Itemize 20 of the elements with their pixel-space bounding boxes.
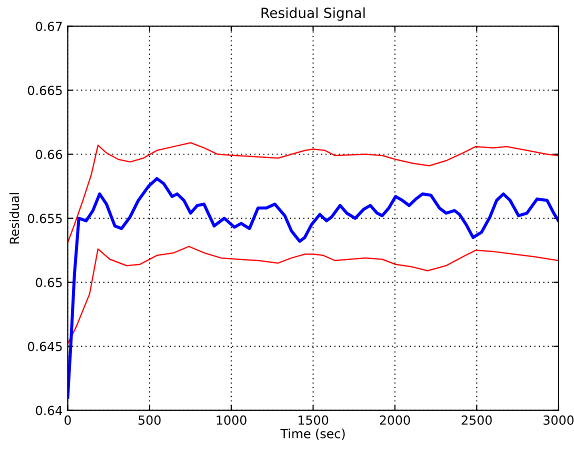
y-tick-label: 0.66	[36, 150, 62, 160]
y-tick-label: 0.64	[36, 406, 62, 416]
x-tick-label: 500	[138, 415, 161, 425]
x-tick-label: 2500	[462, 415, 492, 425]
chart-title: Residual Signal	[262, 7, 365, 21]
line-series	[68, 142, 558, 244]
y-tick-label: 0.65	[36, 278, 62, 288]
line-series	[68, 246, 558, 344]
x-tick-label: 1000	[216, 415, 246, 425]
y-tick-label: 0.655	[28, 214, 62, 224]
line-series	[68, 177, 558, 400]
y-axis-title: Residual	[9, 193, 20, 244]
x-axis-title: Time (sec)	[280, 428, 345, 440]
x-tick-label: 2000	[380, 415, 410, 425]
y-tick-label: 0.665	[28, 86, 62, 96]
x-tick-label: 1500	[298, 415, 328, 425]
x-tick-label: 3000	[544, 415, 574, 425]
y-tick-label: 0.645	[28, 342, 62, 352]
x-tick-label: 0	[64, 415, 71, 425]
y-tick-label: 0.67	[36, 22, 62, 32]
